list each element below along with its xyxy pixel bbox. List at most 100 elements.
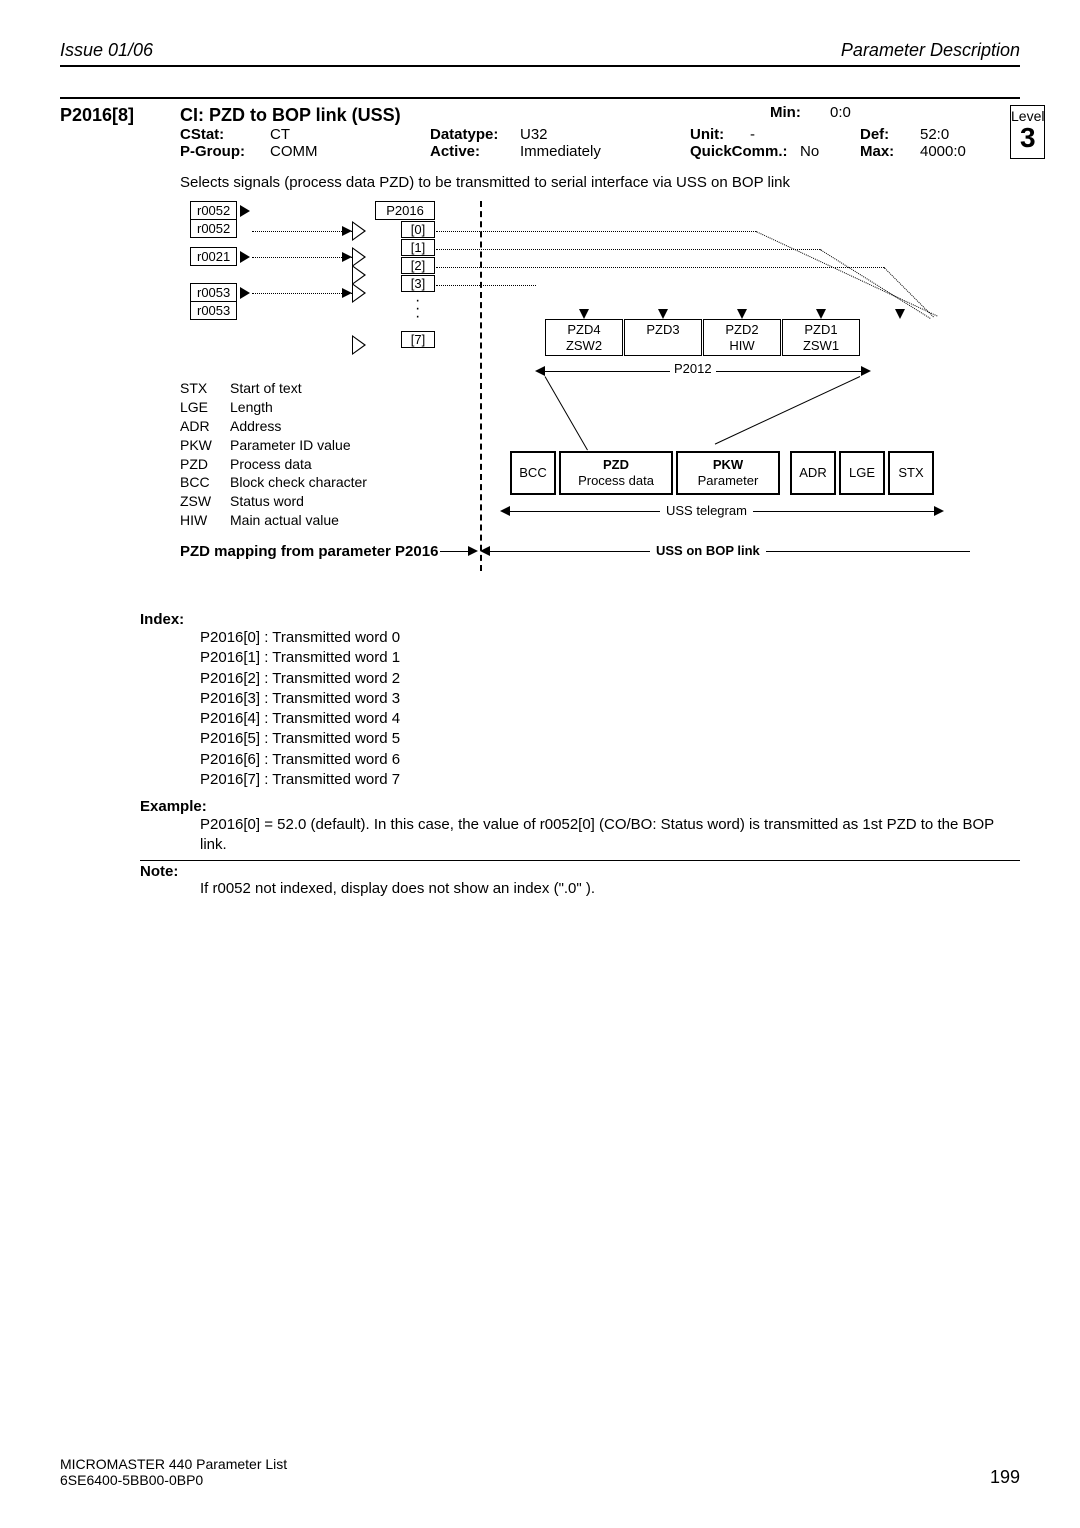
connector bbox=[436, 231, 756, 232]
abbrev-k: BCC bbox=[180, 473, 230, 492]
arrow-icon bbox=[342, 252, 352, 262]
abbrev-row: LGELength bbox=[180, 398, 367, 417]
unit-value: - bbox=[750, 126, 860, 143]
p2012-label: P2012 bbox=[670, 361, 716, 376]
pzd1-t: PZD1 bbox=[783, 322, 859, 338]
index-item: P2016[3] : Transmitted word 3 bbox=[200, 689, 1020, 709]
param-description: Selects signals (process data PZD) to be… bbox=[180, 174, 1020, 191]
active-label: Active: bbox=[430, 143, 520, 160]
idx-3: [3] bbox=[401, 275, 435, 292]
arrow-icon bbox=[861, 366, 871, 376]
footer-left: MICROMASTER 440 Parameter List 6SE6400-5… bbox=[60, 1456, 287, 1488]
footer-line1: MICROMASTER 440 Parameter List bbox=[60, 1456, 287, 1472]
sum-icon bbox=[352, 221, 366, 241]
pzd2-t: PZD2 bbox=[704, 322, 780, 338]
abbrev-v: Start of text bbox=[230, 379, 302, 398]
uss-telegram-label: USS telegram bbox=[660, 503, 753, 518]
src-r0053-a: r0053 bbox=[190, 283, 237, 302]
quick-value: No bbox=[800, 143, 860, 160]
connector bbox=[715, 376, 860, 445]
abbrev-row: HIWMain actual value bbox=[180, 511, 367, 530]
abbrev-v: Address bbox=[230, 417, 281, 436]
page-header: Issue 01/06 Parameter Description bbox=[60, 40, 1020, 67]
index-heading: Index: bbox=[140, 611, 1020, 628]
arrow-icon bbox=[579, 309, 589, 319]
connector bbox=[884, 267, 934, 317]
header-left: Issue 01/06 bbox=[60, 40, 153, 61]
abbrev-k: PKW bbox=[180, 436, 230, 455]
idx-1: [1] bbox=[401, 239, 435, 256]
tg-pkw-b: Parameter bbox=[680, 473, 776, 489]
tri-icon bbox=[240, 251, 250, 263]
pzd1-b: ZSW1 bbox=[783, 338, 859, 354]
tg-adr: ADR bbox=[790, 451, 836, 495]
connector bbox=[440, 551, 470, 552]
sum-icon bbox=[352, 265, 366, 285]
index-item: P2016[5] : Transmitted word 5 bbox=[200, 729, 1020, 749]
connector bbox=[436, 267, 884, 268]
arrow-icon bbox=[816, 309, 826, 319]
src-r0052-b: r0052 bbox=[190, 219, 237, 238]
p2016-box: P2016 bbox=[375, 201, 435, 220]
pzd2-cell: PZD2 HIW bbox=[703, 319, 781, 356]
tri-icon bbox=[240, 205, 250, 217]
index-item: P2016[7] : Transmitted word 7 bbox=[200, 770, 1020, 790]
arrow-icon bbox=[500, 506, 510, 516]
abbrev-v: Main actual value bbox=[230, 511, 339, 530]
index-item: P2016[1] : Transmitted word 1 bbox=[200, 648, 1020, 668]
connector bbox=[820, 249, 931, 319]
note-heading: Note: bbox=[140, 863, 1020, 880]
src-r0052-a: r0052 bbox=[190, 201, 237, 220]
page-number: 199 bbox=[990, 1467, 1020, 1488]
arrow-icon bbox=[658, 309, 668, 319]
pgroup-label: P-Group: bbox=[180, 143, 270, 160]
arrow-icon bbox=[468, 546, 478, 556]
sum-icon bbox=[352, 247, 366, 267]
index-item: P2016[4] : Transmitted word 4 bbox=[200, 709, 1020, 729]
abbrev-k: HIW bbox=[180, 511, 230, 530]
connector bbox=[756, 231, 938, 316]
abbrev-row: ZSWStatus word bbox=[180, 492, 367, 511]
parameter-block: P2016[8] CI: PZD to BOP link (USS) CStat… bbox=[60, 97, 1020, 897]
quick-label: QuickComm.: bbox=[690, 143, 800, 160]
sum-icon bbox=[352, 335, 366, 355]
connector bbox=[252, 257, 352, 258]
abbrev-v: Status word bbox=[230, 492, 304, 511]
page-footer: MICROMASTER 440 Parameter List 6SE6400-5… bbox=[60, 1456, 1020, 1488]
header-right: Parameter Description bbox=[841, 40, 1020, 61]
abbrev-v: Length bbox=[230, 398, 273, 417]
connector bbox=[545, 376, 588, 450]
dots-icon: ··· bbox=[415, 297, 420, 321]
tg-bcc: BCC bbox=[510, 451, 556, 495]
arrow-icon bbox=[480, 546, 490, 556]
tg-pkw-t: PKW bbox=[680, 457, 776, 473]
abbrev-row: STXStart of text bbox=[180, 379, 367, 398]
def-label: Def: bbox=[860, 126, 920, 143]
meta-row-2: P-Group: COMM Active: Immediately QuickC… bbox=[180, 143, 1000, 160]
pzd4-cell: PZD4 ZSW2 bbox=[545, 319, 623, 356]
level-value: 3 bbox=[1011, 124, 1044, 152]
pzd3-t: PZD3 bbox=[625, 322, 701, 338]
arrow-icon bbox=[342, 226, 352, 236]
datatype-label: Datatype: bbox=[430, 126, 520, 143]
abbrev-k: STX bbox=[180, 379, 230, 398]
max-label: Max: bbox=[860, 143, 920, 160]
abbrev-k: PZD bbox=[180, 455, 230, 474]
def-value: 52:0 bbox=[920, 126, 1000, 143]
example-heading: Example: bbox=[140, 798, 1020, 815]
param-header: P2016[8] CI: PZD to BOP link (USS) CStat… bbox=[60, 105, 1020, 160]
src-r0021: r0021 bbox=[190, 247, 237, 266]
note-text: If r0052 not indexed, display does not s… bbox=[200, 880, 1020, 897]
index-item: P2016[6] : Transmitted word 6 bbox=[200, 750, 1020, 770]
arrow-icon bbox=[342, 288, 352, 298]
abbrev-row: ADRAddress bbox=[180, 417, 367, 436]
uss-bop-label: USS on BOP link bbox=[650, 543, 766, 558]
min-label: Min: bbox=[770, 104, 830, 121]
abbrev-row: PKWParameter ID value bbox=[180, 436, 367, 455]
min-value: 0:0 bbox=[830, 104, 910, 121]
tg-pzd-b: Process data bbox=[563, 473, 669, 489]
connector bbox=[436, 249, 820, 250]
index-item: P2016[0] : Transmitted word 0 bbox=[200, 628, 1020, 648]
pzd1-cell: PZD1 ZSW1 bbox=[782, 319, 860, 356]
cstat-value: CT bbox=[270, 126, 430, 143]
